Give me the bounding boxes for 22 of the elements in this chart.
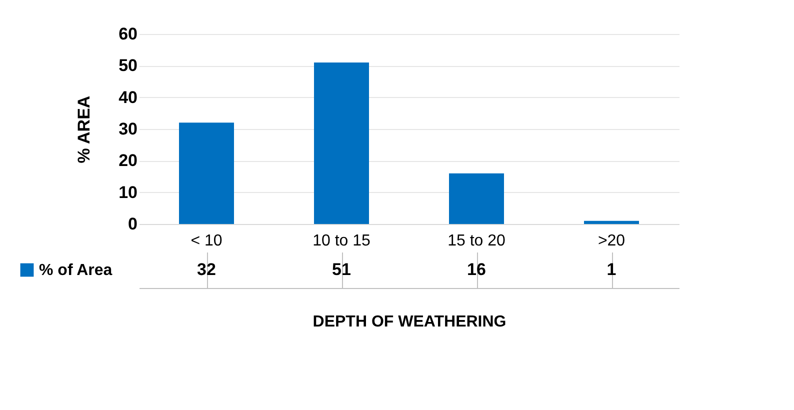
- bar: [584, 220, 639, 224]
- bar: [449, 173, 504, 224]
- x-tick-label: 15 to 20: [448, 232, 506, 250]
- data-label: 16: [467, 260, 486, 279]
- x-tick-label: < 10: [190, 232, 222, 250]
- bar: [179, 122, 234, 224]
- y-tick-label: 30: [118, 120, 138, 138]
- data-label: 1: [606, 260, 616, 279]
- y-axis-title: % AREA: [74, 96, 94, 164]
- y-tick-label: 60: [118, 24, 138, 44]
- bar: [314, 62, 369, 224]
- y-tick-label: 40: [118, 88, 138, 107]
- y-tick-label: 50: [118, 56, 138, 76]
- data-label: 32: [197, 260, 216, 279]
- y-tick-label: 0: [128, 214, 138, 234]
- y-tick-label: 10: [118, 182, 138, 202]
- x-tick-label: 10 to 15: [312, 232, 371, 250]
- data-label: 51: [332, 260, 351, 279]
- x-tick-label: >20: [598, 232, 626, 250]
- y-tick-label: 20: [118, 151, 138, 170]
- legend-label: % of Area: [39, 262, 112, 279]
- x-axis-title: DEPTH OF WEATHERING: [312, 314, 506, 330]
